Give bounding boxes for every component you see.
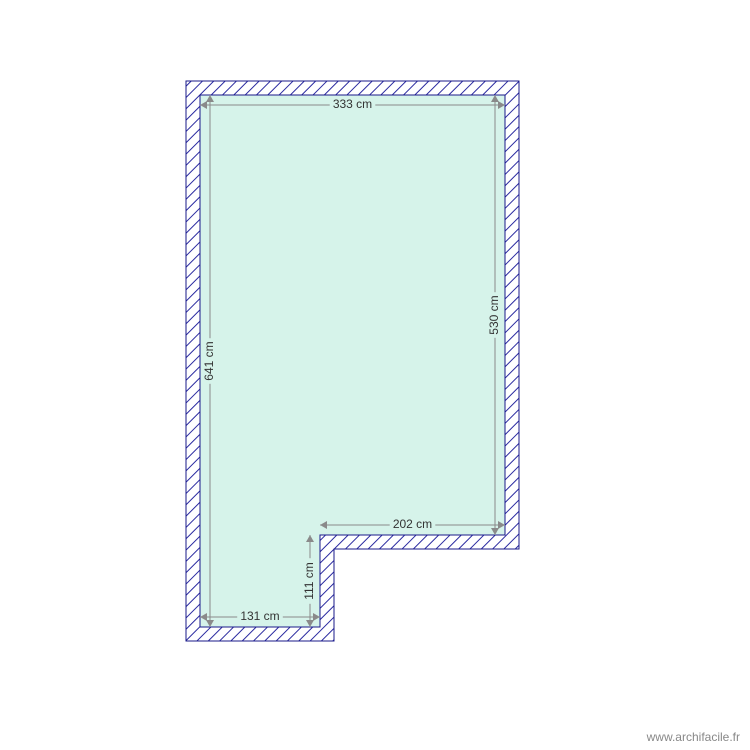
dimension-label-step-h: 202 cm	[390, 516, 436, 534]
svg-text:530 cm: 530 cm	[487, 295, 501, 334]
dimension-label-top: 333 cm	[330, 96, 376, 114]
dimension-label-bottom: 131 cm	[237, 608, 283, 626]
svg-text:202 cm: 202 cm	[393, 517, 432, 531]
svg-text:333 cm: 333 cm	[333, 97, 372, 111]
dimension-label-step-v: 111 cm	[301, 558, 319, 604]
dimension-label-left: 641 cm	[201, 338, 219, 384]
svg-text:131 cm: 131 cm	[240, 609, 279, 623]
floorplan-canvas: 333 cm 530 cm 641 cm 202 cm 111 cm 131 cm	[0, 0, 750, 750]
svg-text:111 cm: 111 cm	[302, 562, 316, 600]
dimension-label-right: 530 cm	[486, 292, 504, 338]
svg-text:641 cm: 641 cm	[202, 341, 216, 380]
